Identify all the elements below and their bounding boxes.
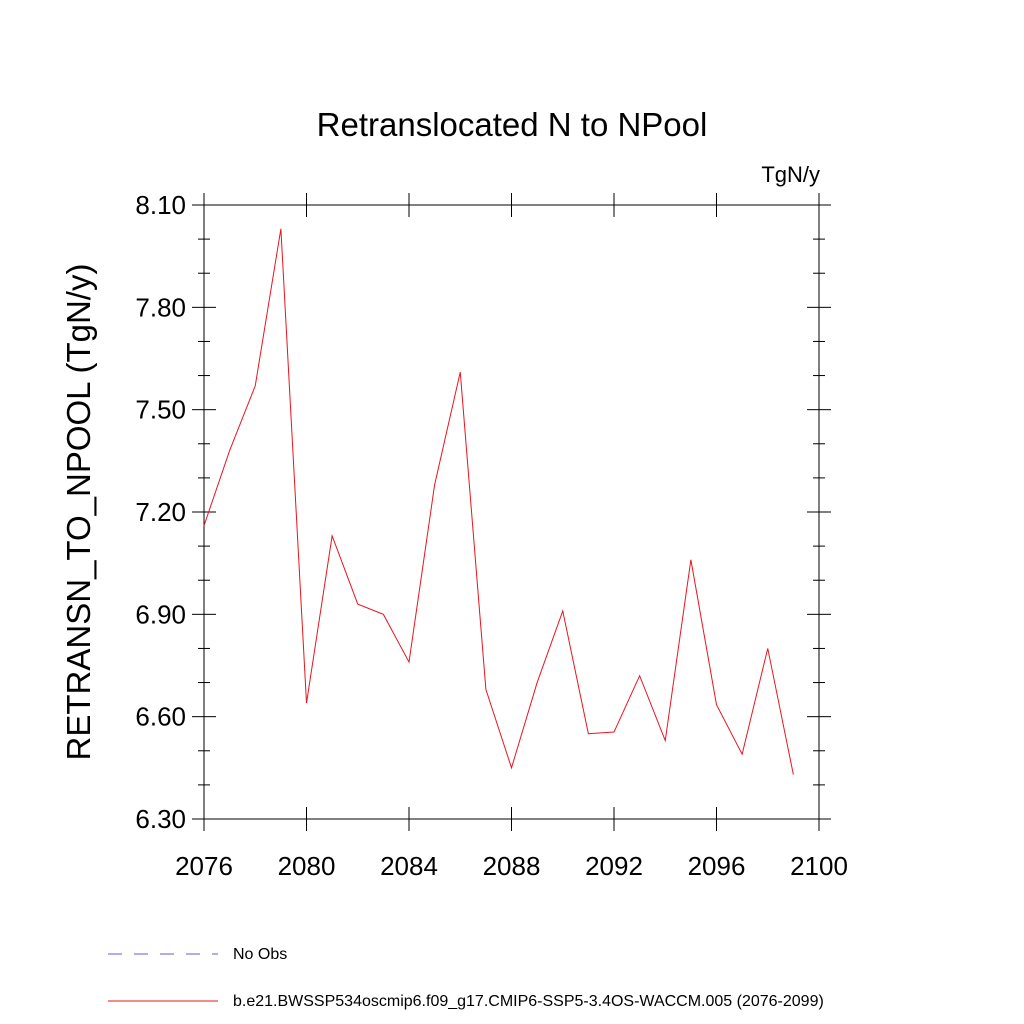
x-axis-ticks: 2076 2080 2084 2088 2092 2096 2100 xyxy=(175,193,848,881)
x-tick-label: 2084 xyxy=(380,851,438,881)
y-tick-label: 6.30 xyxy=(135,804,186,834)
legend-label-model: b.e21.BWSSP534oscmip6.f09_g17.CMIP6-SSP5… xyxy=(233,993,824,1010)
y-tick-label: 7.20 xyxy=(135,497,186,527)
legend-label-no-obs: No Obs xyxy=(233,946,287,963)
y-axis-label: RETRANSN_TO_NPOOL (TgN/y) xyxy=(60,264,97,761)
y-tick-label: 7.80 xyxy=(135,292,186,322)
series-line xyxy=(203,228,794,775)
y-axis-ticks: 6.30 6.60 6.90 7.20 7.50 7.80 8.10 xyxy=(135,190,831,834)
y-tick-label: 8.10 xyxy=(135,190,186,220)
units-label: TgN/y xyxy=(761,162,820,187)
x-tick-label: 2096 xyxy=(688,851,746,881)
x-tick-label: 2100 xyxy=(790,851,848,881)
x-tick-label: 2076 xyxy=(175,851,233,881)
chart-title: Retranslocated N to NPool xyxy=(317,106,708,143)
y-tick-label: 6.60 xyxy=(135,702,186,732)
x-tick-label: 2092 xyxy=(585,851,643,881)
y-tick-label: 6.90 xyxy=(135,599,186,629)
y-tick-label: 7.50 xyxy=(135,395,186,425)
x-tick-label: 2088 xyxy=(483,851,541,881)
series-layer xyxy=(203,228,794,775)
legend: No Obs b.e21.BWSSP534oscmip6.f09_g17.CMI… xyxy=(108,946,824,1010)
x-tick-label: 2080 xyxy=(278,851,336,881)
